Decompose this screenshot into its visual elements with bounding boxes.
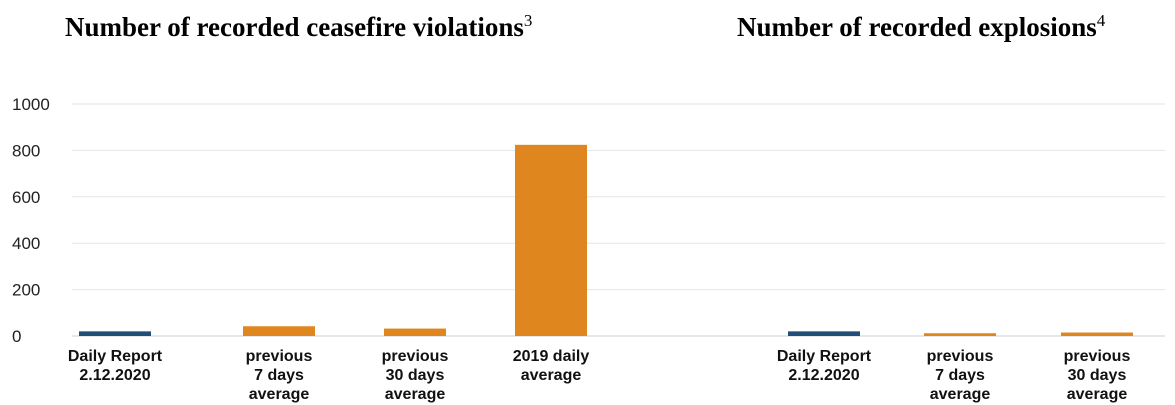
footnote-marker: 4 — [1096, 11, 1106, 30]
category-label: 2.12.2020 — [788, 367, 859, 384]
bar-1 — [924, 333, 996, 336]
category-label: previous — [1064, 348, 1131, 365]
bar-3 — [515, 144, 587, 336]
bar-2 — [384, 328, 446, 336]
category-label: previous — [382, 348, 449, 365]
y-tick-label: 1000 — [12, 95, 50, 114]
y-tick-label: 800 — [12, 141, 40, 160]
category-label: average — [1067, 386, 1128, 403]
bar-0 — [788, 331, 860, 336]
y-tick-label: 600 — [12, 188, 40, 207]
category-label: 2.12.2020 — [79, 367, 150, 384]
category-label: 7 days — [254, 367, 304, 384]
y-axis-ticks: 0 200 400 600 800 1000 — [12, 95, 50, 346]
category-label: previous — [246, 348, 313, 365]
grid-lines — [72, 103, 1165, 337]
bar-0 — [79, 331, 151, 336]
bar-2 — [1061, 332, 1133, 336]
chart-title-explosions: Number of recorded explosions4 — [737, 11, 1106, 42]
category-label: average — [385, 386, 446, 403]
ceasefire-violations-chart: Daily Report 2.12.2020 previous 7 days avera… — [68, 144, 590, 403]
bar-1 — [243, 326, 315, 336]
category-label: 7 days — [935, 367, 985, 384]
y-tick-label: 0 — [12, 327, 21, 346]
category-label: average — [249, 386, 310, 403]
explosions-chart: Daily Report 2.12.2020 previous 7 days avera… — [777, 331, 1133, 403]
category-label: Daily Report — [68, 348, 163, 365]
category-label: 2019 daily — [513, 348, 590, 365]
category-label: 30 days — [1068, 367, 1127, 384]
category-label: 30 days — [386, 367, 445, 384]
category-label: average — [521, 367, 582, 384]
category-label: Daily Report — [777, 348, 872, 365]
y-tick-label: 200 — [12, 281, 40, 300]
chart-title-ceasefire-violations: Number of recorded ceasefire violations3 — [65, 11, 533, 42]
y-tick-label: 400 — [12, 234, 40, 253]
category-label: average — [930, 386, 991, 403]
category-label: previous — [927, 348, 994, 365]
footnote-marker: 3 — [523, 11, 533, 30]
